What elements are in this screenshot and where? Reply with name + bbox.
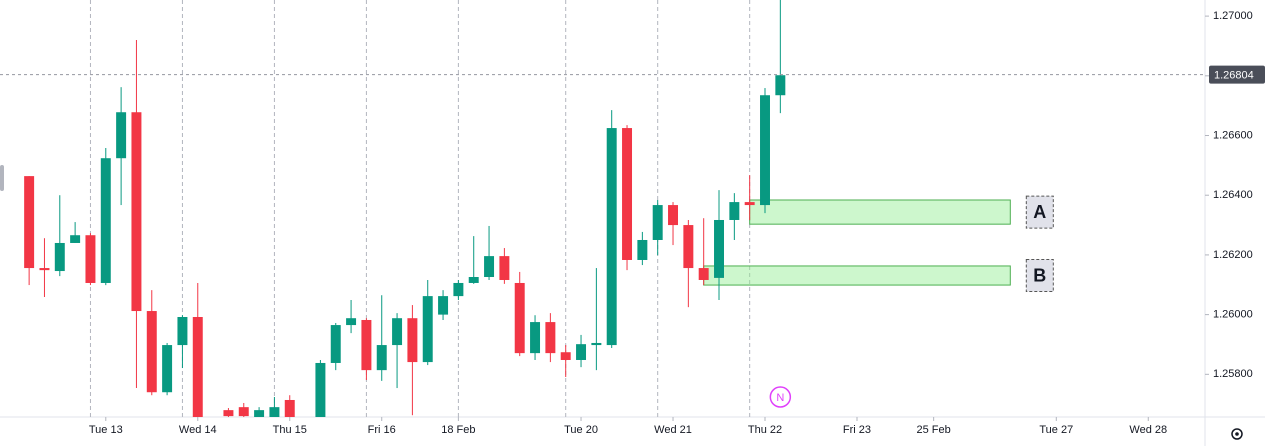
x-tick-label: Wed 14 [179, 424, 217, 436]
candle-body [698, 268, 709, 280]
y-tick-label: 1.27000 [1213, 10, 1253, 22]
y-tick-label: 1.26600 [1213, 129, 1253, 141]
x-tick-label: Wed 21 [654, 424, 692, 436]
candle-body [269, 407, 280, 417]
zone-label-box [1025, 259, 1054, 293]
candle-body [468, 277, 479, 283]
side-tab[interactable] [0, 165, 4, 191]
candle-body [775, 75, 786, 96]
candle-body [530, 322, 541, 354]
candle-body [729, 202, 740, 220]
candle-body [223, 410, 234, 417]
candle-body [683, 225, 694, 269]
zone [749, 199, 1011, 225]
candle-body [376, 345, 387, 371]
candle-body [146, 311, 157, 393]
candle-body [361, 319, 372, 371]
candle-body [499, 256, 510, 280]
candle-body [254, 410, 265, 417]
candle-body [760, 95, 770, 206]
candle-body [622, 128, 633, 260]
y-tick-label: 1.26000 [1213, 309, 1253, 321]
zone-label: A [1033, 202, 1046, 222]
candle-body [131, 112, 142, 312]
candle-body [315, 362, 326, 417]
candle-body [177, 317, 188, 346]
candle-body [591, 342, 602, 346]
candle-body [116, 112, 127, 159]
zone-label-box [1025, 195, 1054, 229]
candle-body [606, 128, 617, 346]
candle-body [70, 235, 81, 243]
candle-body [392, 318, 403, 346]
y-tick-label: 1.25800 [1213, 368, 1253, 380]
candle-body [514, 282, 525, 354]
x-tick-label: Wed 28 [1129, 424, 1167, 436]
x-tick-label: 25 Feb [917, 424, 951, 436]
candle-body [85, 235, 96, 283]
event-marker [769, 386, 792, 408]
x-tick-label: Fri 23 [843, 424, 871, 436]
x-tick-label: 18 Feb [441, 424, 475, 436]
event-label: N [776, 392, 784, 404]
candle-body [422, 296, 433, 363]
candle-body [407, 318, 418, 363]
candle-body [100, 158, 111, 283]
x-tick-label: Tue 13 [89, 424, 123, 436]
candle-body [545, 322, 556, 354]
candle-body [576, 344, 587, 360]
candle-body [54, 242, 65, 272]
x-tick-label: Thu 15 [273, 424, 307, 436]
candle-body [346, 318, 357, 326]
candle-body [238, 407, 249, 417]
last-price-label: 1.26804 [1214, 70, 1254, 82]
candle-body [714, 219, 724, 278]
candle-body [192, 317, 203, 417]
candle-body [162, 345, 173, 393]
x-tick-label: Tue 27 [1039, 424, 1073, 436]
candle-body [39, 268, 50, 271]
x-tick-label: Tue 20 [564, 424, 598, 436]
last-price-box [1209, 65, 1265, 84]
settings-icon[interactable] [1231, 428, 1243, 440]
candle-body [668, 205, 679, 226]
candle-body [560, 352, 571, 360]
x-tick-label: Fri 16 [368, 424, 396, 436]
candle-body [330, 325, 341, 363]
candle-body [652, 205, 663, 240]
candle-body [284, 399, 295, 417]
zone [703, 265, 1011, 286]
candle-body [24, 176, 35, 269]
candle-body [744, 202, 755, 206]
plot-area: AB [24, 0, 1054, 417]
candle-body [637, 239, 648, 260]
y-tick-label: 1.26200 [1213, 249, 1253, 261]
y-tick-label: 1.26400 [1213, 189, 1253, 201]
x-tick-label: Thu 22 [748, 424, 782, 436]
zone-label: B [1033, 265, 1046, 285]
candle-body [453, 282, 464, 297]
candle-body [438, 296, 449, 315]
candle-body [484, 256, 495, 278]
